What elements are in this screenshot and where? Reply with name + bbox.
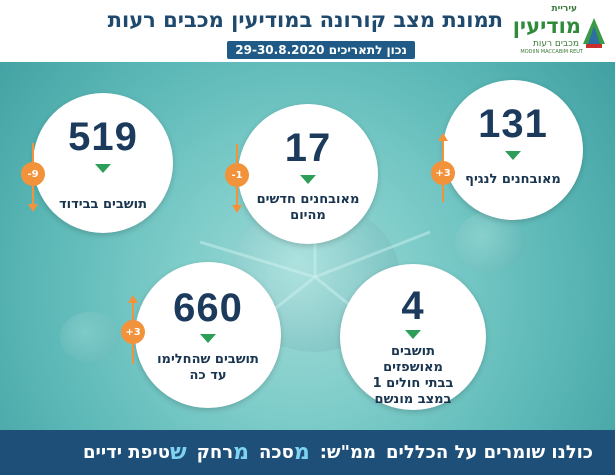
down-triangle-icon <box>300 175 316 184</box>
stat-value: 17 <box>284 126 332 170</box>
change-badge: -9 <box>21 162 45 186</box>
change-badge: -1 <box>225 163 249 187</box>
stat-value: 4 <box>401 284 425 328</box>
down-triangle-icon <box>95 164 111 173</box>
hygiene-letter: ש <box>169 440 187 465</box>
arrow-up-icon <box>438 133 448 141</box>
stat-value: 131 <box>478 102 548 146</box>
stat-card-isolation: 519 תושבים בבידוד <box>33 93 173 233</box>
logo-text-line3: מכבים רעות <box>532 39 579 49</box>
stat-label: מאובחנים חדשים מהיום <box>256 192 360 223</box>
down-triangle-icon <box>405 330 421 339</box>
stat-label: תושבים בבידוד <box>59 197 147 212</box>
arrow-up-icon <box>128 295 138 303</box>
stat-card-diagnosed: 131 מאובחנים לנגיף <box>443 80 583 220</box>
stat-value: 660 <box>173 286 243 330</box>
footer-intro: כולנו שומרים על הכללים <box>386 442 593 463</box>
footer-acronym: ממ"ש: <box>319 442 377 463</box>
virus-graphic <box>60 312 120 362</box>
stat-card-new-today: 17 מאובחנים חדשים מהיום <box>238 104 378 244</box>
change-badge: +3 <box>121 320 145 344</box>
stat-card-recovered: 660 תושבים שהחלימו עד כה <box>135 262 281 408</box>
logo-text-line1: עיריית <box>551 4 577 14</box>
date-badge: נכון לתאריכים 29-30.8.2020 <box>227 41 415 59</box>
stat-label: תושבים מאושפזים בבתי חולים 1 במצב מונשם <box>372 344 454 407</box>
distance-text: רחק <box>196 442 234 463</box>
arrow-down-icon <box>28 204 38 212</box>
footer-banner: כולנו שומרים על הכללים ממ"ש: מ סכה מ רחק… <box>0 430 615 475</box>
stat-value: 519 <box>68 115 138 159</box>
header: תמונת מצב קורונה במודיעין מכבים רעות נכו… <box>0 0 615 62</box>
mask-letter: מ <box>293 440 310 465</box>
stat-label: תושבים שהחלימו עד כה <box>157 352 259 383</box>
page-title: תמונת מצב קורונה במודיעין מכבים רעות <box>107 8 503 32</box>
city-logo: עיריית מודיעין מכבים רעות MODIIN MACCABI… <box>511 4 607 58</box>
distance-letter: מ <box>233 440 250 465</box>
stat-card-hospitalized: 4 תושבים מאושפזים בבתי חולים 1 במצב מונש… <box>340 264 486 410</box>
stat-label: מאובחנים לנגיף <box>465 172 561 187</box>
logo-text-line2: מודיעין <box>512 14 581 38</box>
hygiene-text: טיפת ידיים <box>82 442 170 463</box>
logo-emblem-icon <box>583 18 605 48</box>
virus-graphic <box>455 212 525 272</box>
logo-text-line4: MODIIN MACCABIM REUT <box>520 49 583 55</box>
change-badge: +3 <box>431 161 455 185</box>
mask-text: סכה <box>259 442 294 463</box>
arrow-down-icon <box>232 205 242 213</box>
down-triangle-icon <box>505 151 521 160</box>
down-triangle-icon <box>200 334 216 343</box>
